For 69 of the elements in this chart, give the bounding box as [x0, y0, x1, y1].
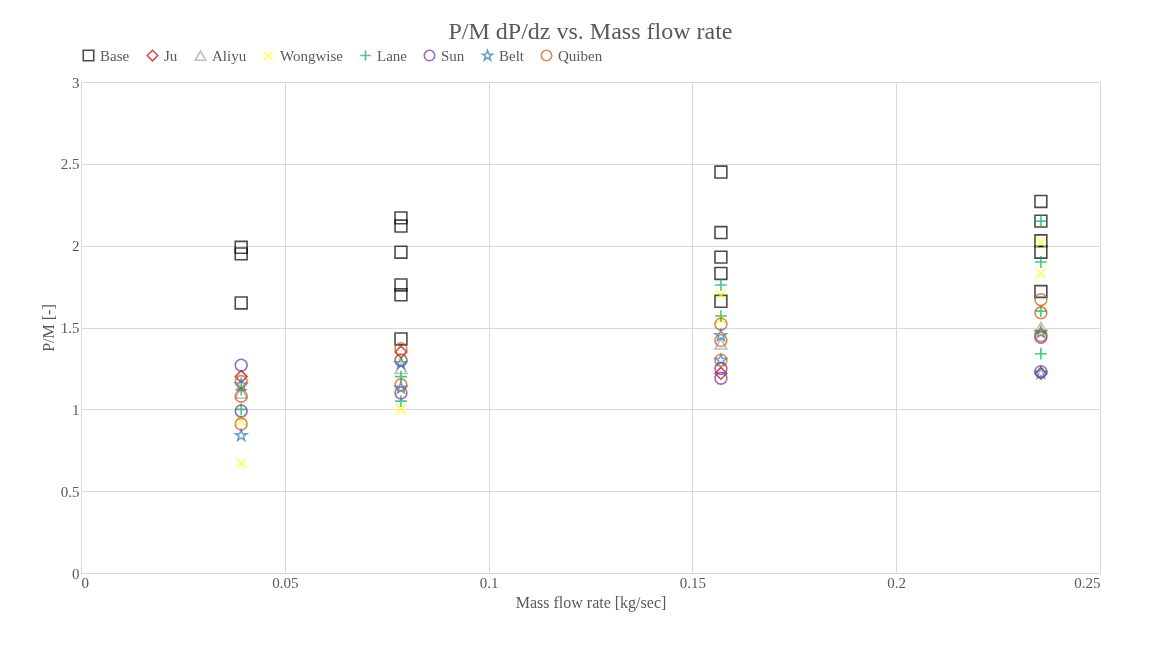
legend-label: Quiben	[558, 47, 603, 64]
legend-label: Base	[100, 47, 130, 64]
point	[234, 296, 248, 310]
point	[1034, 194, 1048, 209]
y-tick-label: 3	[72, 74, 80, 91]
point	[714, 294, 728, 309]
point	[394, 362, 408, 375]
point	[394, 332, 408, 346]
point	[1034, 284, 1048, 299]
legend-label: Ju	[164, 47, 178, 64]
point	[234, 378, 248, 391]
point	[234, 369, 248, 384]
y-tick-label: 2	[72, 238, 80, 255]
legend-label: Belt	[499, 47, 525, 64]
point	[234, 417, 248, 431]
point	[714, 309, 728, 323]
point	[714, 317, 728, 331]
point	[714, 165, 728, 179]
point	[394, 219, 408, 233]
y-tick-label: 0.5	[60, 483, 80, 500]
x-tick-label: 0.1	[479, 574, 499, 591]
point	[394, 245, 408, 259]
point	[714, 361, 728, 376]
point	[234, 428, 248, 442]
legend-label: Wongwise	[280, 47, 344, 64]
point	[234, 389, 248, 403]
legend-label: Sun	[441, 47, 465, 64]
point	[235, 457, 247, 469]
legend-label: Lane	[377, 47, 408, 64]
point	[234, 247, 248, 261]
point	[235, 415, 247, 427]
point	[714, 328, 728, 342]
point	[714, 250, 728, 264]
x-axis-title: Mass flow rate [kg/sec]	[515, 593, 667, 612]
point	[394, 288, 408, 302]
point	[714, 266, 728, 281]
point	[1034, 346, 1048, 361]
x-tick-label: 0.25	[1074, 574, 1101, 591]
point	[394, 211, 408, 225]
point	[1034, 245, 1048, 259]
point	[394, 278, 408, 292]
point	[234, 382, 248, 397]
point	[234, 358, 248, 372]
point	[1034, 321, 1048, 334]
point	[394, 386, 408, 400]
point	[714, 333, 728, 348]
point	[715, 313, 727, 325]
x-tick-label: 0.15	[679, 574, 707, 591]
point	[714, 337, 728, 350]
y-tick-label: 1	[72, 401, 80, 418]
point	[395, 403, 407, 415]
y-axis-title: P/M [-]	[39, 304, 57, 352]
chart-title: P/M dP/dz vs. Mass flow rate	[448, 18, 733, 44]
point	[715, 289, 727, 301]
x-tick-label: 0.2	[887, 574, 907, 591]
point	[714, 366, 728, 381]
y-tick-label: 2.5	[60, 156, 80, 173]
y-tick-label: 1.5	[60, 320, 80, 336]
point	[394, 394, 408, 408]
point	[1035, 267, 1047, 280]
point	[714, 371, 728, 385]
point	[394, 369, 408, 384]
point	[1034, 255, 1048, 269]
point	[234, 240, 248, 255]
point	[714, 278, 728, 292]
x-tick-label: 0.05	[272, 574, 299, 591]
legend-label: Aliyu	[212, 47, 247, 64]
point	[714, 225, 728, 240]
point	[1034, 292, 1048, 307]
